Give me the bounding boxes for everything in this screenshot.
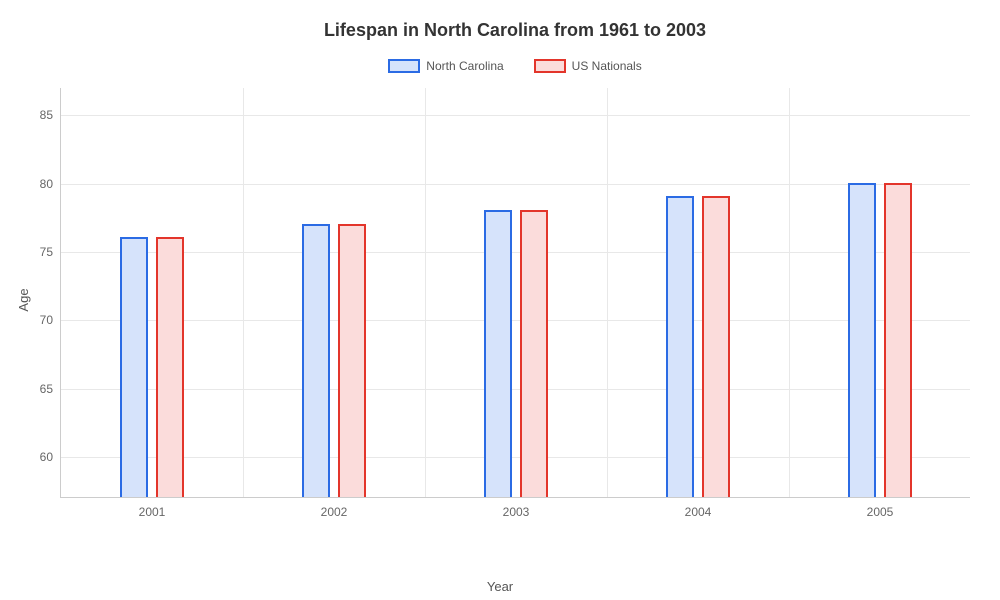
x-tick-label: 2004 — [685, 497, 712, 519]
y-tick-label: 70 — [40, 313, 61, 327]
bar — [702, 196, 730, 497]
y-tick-label: 80 — [40, 177, 61, 191]
bar — [884, 183, 912, 497]
legend-swatch-nc — [388, 59, 420, 73]
bar — [156, 237, 184, 497]
bar — [302, 224, 330, 497]
y-tick-label: 85 — [40, 108, 61, 122]
x-tick-label: 2001 — [139, 497, 166, 519]
bar — [120, 237, 148, 497]
bar — [666, 196, 694, 497]
legend-item-nc: North Carolina — [388, 59, 503, 73]
legend-label-us: US Nationals — [572, 59, 642, 73]
gridline — [61, 252, 970, 253]
y-tick-label: 75 — [40, 245, 61, 259]
x-axis-label: Year — [487, 579, 513, 594]
bar — [338, 224, 366, 497]
legend-label-nc: North Carolina — [426, 59, 503, 73]
vgridline — [607, 88, 608, 497]
vgridline — [243, 88, 244, 497]
x-tick-label: 2005 — [867, 497, 894, 519]
chart-title: Lifespan in North Carolina from 1961 to … — [60, 20, 970, 41]
vgridline — [789, 88, 790, 497]
gridline — [61, 184, 970, 185]
bar — [848, 183, 876, 497]
x-tick-label: 2002 — [321, 497, 348, 519]
bar — [484, 210, 512, 497]
gridline — [61, 115, 970, 116]
bar — [520, 210, 548, 497]
gridline — [61, 320, 970, 321]
plot-area: 60657075808520012002200320042005 — [60, 88, 970, 498]
legend-item-us: US Nationals — [534, 59, 642, 73]
y-tick-label: 65 — [40, 382, 61, 396]
vgridline — [425, 88, 426, 497]
x-tick-label: 2003 — [503, 497, 530, 519]
y-tick-label: 60 — [40, 450, 61, 464]
gridline — [61, 457, 970, 458]
y-axis-label: Age — [16, 288, 31, 311]
legend-swatch-us — [534, 59, 566, 73]
legend: North Carolina US Nationals — [60, 59, 970, 73]
chart-container: Lifespan in North Carolina from 1961 to … — [0, 0, 1000, 600]
gridline — [61, 389, 970, 390]
